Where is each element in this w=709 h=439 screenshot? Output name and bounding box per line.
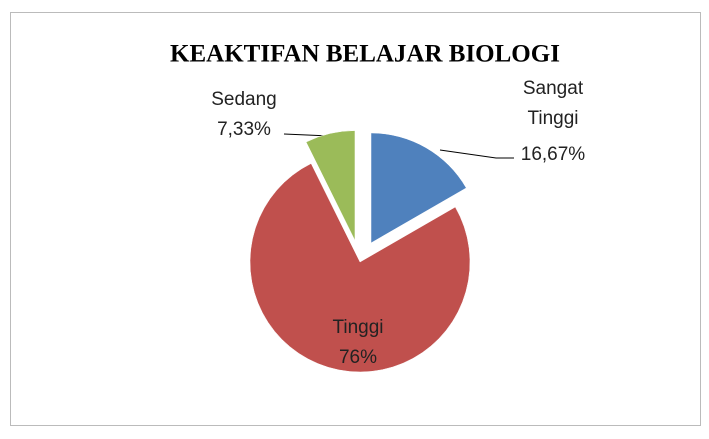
value-label: 7,33% xyxy=(217,119,271,140)
value-label: 16,67% xyxy=(520,144,586,165)
value-label: 76% xyxy=(338,347,378,368)
pie-slice xyxy=(249,163,471,373)
pie-slice xyxy=(305,130,356,241)
leader-line xyxy=(439,149,514,159)
category-label: Sedang xyxy=(211,89,277,110)
chart-title: KEAKTIFAN BELAJAR BIOLOGI xyxy=(170,41,560,68)
pie-slice xyxy=(370,132,467,244)
category-label: Sangat Tinggi xyxy=(522,78,584,129)
category-label: Tinggi xyxy=(332,317,384,338)
